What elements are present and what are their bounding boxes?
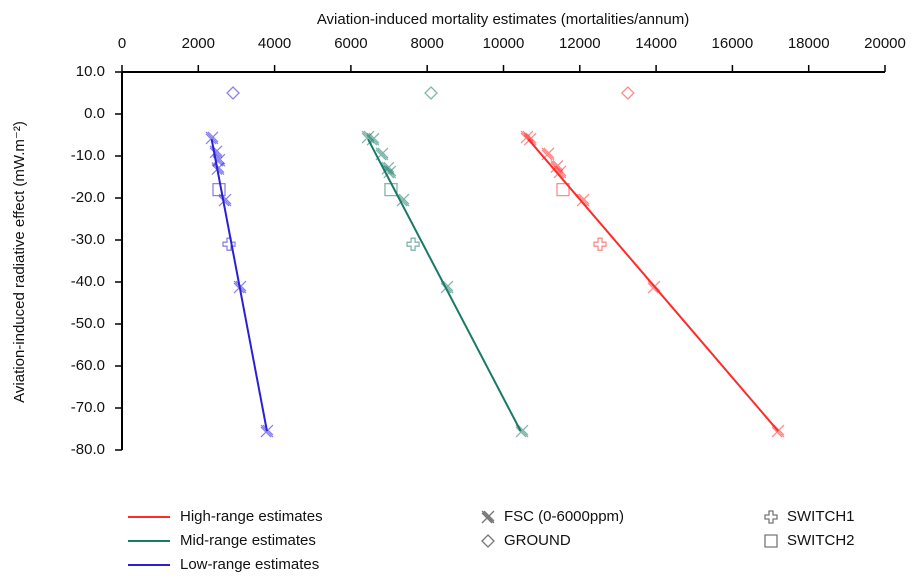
x-tick-label: 2000: [182, 35, 215, 52]
marker: [212, 153, 226, 167]
marker: [576, 193, 590, 207]
marker: [212, 182, 226, 197]
legend-label: Low-range estimates: [180, 556, 319, 573]
legend-label: High-range estimates: [180, 508, 323, 525]
legend-symbol: [764, 510, 778, 524]
x-tick-label: 14000: [635, 35, 677, 52]
y-tick-label: -40.0: [71, 273, 105, 290]
trend-line: [367, 138, 522, 432]
x-tick-label: 10000: [483, 35, 525, 52]
marker: [593, 237, 607, 251]
x-tick-label: 18000: [788, 35, 830, 52]
marker: [375, 147, 389, 161]
marker: [209, 145, 223, 159]
marker: [440, 280, 454, 294]
marker: [541, 147, 555, 161]
marker: [553, 165, 567, 179]
y-tick-label: -20.0: [71, 189, 105, 206]
marker: [620, 86, 635, 100]
legend-label: SWITCH1: [787, 508, 855, 525]
y-axis-title: Aviation-induced radiative effect (mW.m⁻…: [11, 121, 28, 403]
x-tick-label: 4000: [258, 35, 291, 52]
legend-symbol: [764, 534, 778, 548]
x-tick-label: 6000: [334, 35, 367, 52]
legend-label: Mid-range estimates: [180, 532, 316, 549]
marker: [523, 132, 537, 146]
trend-line: [210, 139, 268, 432]
marker: [383, 165, 397, 179]
marker: [218, 193, 232, 207]
x-tick-label: 12000: [559, 35, 601, 52]
marker: [366, 132, 380, 146]
trend-line: [527, 138, 779, 432]
legend-symbol: [481, 510, 495, 524]
marker: [424, 86, 438, 100]
marker: [226, 86, 240, 100]
y-tick-label: -80.0: [71, 441, 105, 458]
y-tick-label: -70.0: [71, 399, 105, 416]
y-tick-label: -30.0: [71, 231, 105, 248]
marker: [396, 193, 410, 207]
y-tick-label: 0.0: [84, 105, 105, 122]
x-axis-title: Aviation-induced mortality estimates (mo…: [317, 11, 689, 28]
marker: [406, 237, 420, 251]
legend-label: GROUND: [504, 532, 571, 549]
x-tick-label: 0: [118, 35, 126, 52]
x-tick-label: 16000: [712, 35, 754, 52]
legend-label: FSC (0-6000ppm): [504, 508, 624, 525]
y-tick-label: -60.0: [71, 357, 105, 374]
marker: [205, 131, 219, 145]
x-tick-label: 8000: [411, 35, 444, 52]
legend-symbol: [481, 534, 495, 548]
y-tick-label: 10.0: [76, 63, 105, 80]
x-tick-label: 20000: [864, 35, 906, 52]
y-tick-label: -50.0: [71, 315, 105, 332]
y-tick-label: -10.0: [71, 147, 105, 164]
legend-label: SWITCH2: [787, 532, 855, 549]
marker: [515, 424, 529, 438]
